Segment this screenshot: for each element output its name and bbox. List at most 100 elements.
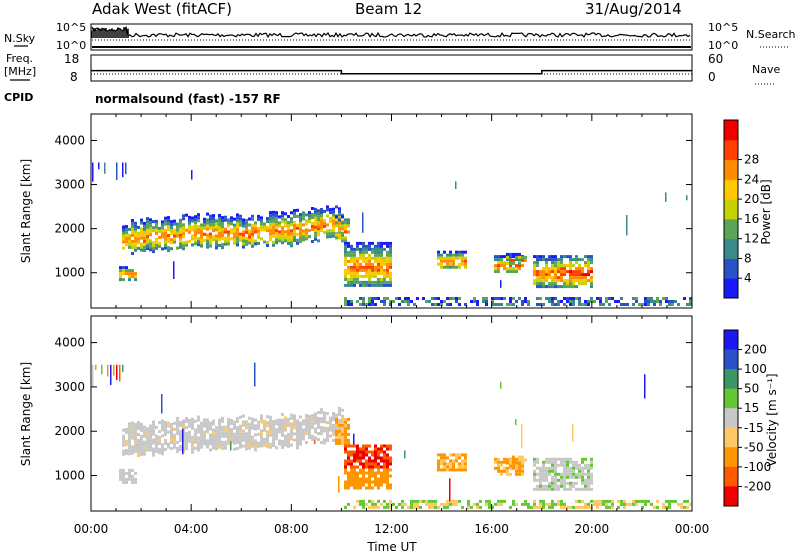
streak-cell xyxy=(500,280,502,288)
heatmap-cell xyxy=(386,462,389,466)
heatmap-cell xyxy=(317,420,320,423)
heatmap-cell xyxy=(548,297,551,300)
heatmap-cell xyxy=(197,243,200,247)
heatmap-cell xyxy=(506,469,509,473)
heatmap-cell xyxy=(203,439,206,443)
heatmap-cell xyxy=(437,250,440,254)
heatmap-cell xyxy=(263,440,266,444)
heatmap-cell xyxy=(194,239,197,243)
heatmap-cell xyxy=(125,269,128,273)
heatmap-cell xyxy=(335,425,338,429)
heatmap-cell xyxy=(200,223,203,227)
y-tick-label: 3000 xyxy=(54,380,85,394)
heatmap-cell xyxy=(554,264,557,268)
heatmap-cell xyxy=(452,468,455,472)
heatmap-cell xyxy=(569,276,572,280)
heatmap-cell xyxy=(500,463,503,467)
heatmap-cell xyxy=(524,502,527,506)
heatmap-cell xyxy=(149,427,152,431)
heatmap-cell xyxy=(314,228,317,232)
heatmap-cell xyxy=(140,233,143,237)
heatmap-cell xyxy=(125,234,128,238)
heatmap-cell xyxy=(314,237,317,241)
heatmap-cell xyxy=(380,280,383,284)
heatmap-cell xyxy=(242,218,245,222)
heatmap-cell xyxy=(299,240,302,244)
heatmap-cell xyxy=(272,228,275,232)
heatmap-cell xyxy=(317,432,320,435)
heatmap-cell xyxy=(191,420,194,424)
heatmap-cell xyxy=(344,462,347,466)
heatmap-cell xyxy=(368,259,371,263)
heatmap-cell xyxy=(671,300,674,303)
heatmap-cell xyxy=(278,427,281,431)
heatmap-cell xyxy=(134,221,137,225)
heatmap-cell xyxy=(122,234,125,238)
heatmap-cell xyxy=(254,439,257,443)
heatmap-cell xyxy=(557,487,560,491)
heatmap-cell xyxy=(563,273,566,277)
heatmap-cell xyxy=(173,231,176,235)
heatmap-cell xyxy=(170,441,173,444)
heatmap-cell xyxy=(437,297,440,300)
heatmap-cell xyxy=(584,300,587,303)
heatmap-cell xyxy=(497,255,500,259)
heatmap-cell xyxy=(317,224,320,228)
heatmap-cell xyxy=(512,270,515,274)
heatmap-cell xyxy=(281,427,284,431)
heatmap-cell xyxy=(362,265,365,269)
heatmap-cell xyxy=(437,262,440,266)
heatmap-cell xyxy=(272,426,275,430)
heatmap-cell xyxy=(356,480,359,484)
heatmap-cell xyxy=(242,438,245,442)
heatmap-cell xyxy=(248,217,251,221)
heatmap-cell xyxy=(350,244,353,248)
heatmap-cell xyxy=(236,429,239,432)
heatmap-cell xyxy=(281,232,284,236)
heatmap-cell xyxy=(554,303,557,306)
heatmap-cell xyxy=(146,433,149,437)
time-xlabel: Time UT xyxy=(366,540,417,554)
heatmap-cell xyxy=(338,435,341,439)
colorbar-tick-label: 16 xyxy=(744,212,759,226)
heatmap-cell xyxy=(137,424,140,427)
heatmap-cell xyxy=(542,460,545,464)
heatmap-cell xyxy=(275,428,278,432)
heatmap-cell xyxy=(569,487,572,491)
heatmap-cell xyxy=(557,457,560,461)
heatmap-cell xyxy=(332,228,335,232)
heatmap-cell xyxy=(362,499,365,503)
heatmap-cell xyxy=(380,247,383,251)
heatmap-cell xyxy=(245,438,248,442)
heatmap-cell xyxy=(227,239,230,243)
heatmap-cell xyxy=(332,439,335,442)
heatmap-cell xyxy=(188,218,191,222)
heatmap-cell xyxy=(146,220,149,224)
heatmap-cell xyxy=(347,474,350,478)
heatmap-cell xyxy=(380,265,383,269)
heatmap-cell xyxy=(437,256,440,260)
heatmap-cell xyxy=(236,417,239,420)
heatmap-cell xyxy=(281,220,284,224)
heatmap-cell xyxy=(227,230,230,234)
heatmap-cell xyxy=(554,261,557,265)
heatmap-cell xyxy=(131,445,134,449)
heatmap-cell xyxy=(527,502,530,506)
heatmap-cell xyxy=(422,297,425,300)
heatmap-cell xyxy=(569,297,572,300)
heatmap-cell xyxy=(452,259,455,263)
heatmap-cell xyxy=(272,210,275,214)
heatmap-cell xyxy=(347,218,350,222)
heatmap-cell xyxy=(581,469,584,473)
heatmap-cell xyxy=(311,422,314,426)
heatmap-cell xyxy=(455,468,458,472)
heatmap-cell xyxy=(461,453,464,457)
heatmap-cell xyxy=(380,450,383,454)
heatmap-cell xyxy=(164,237,167,241)
heatmap-cell xyxy=(380,283,383,287)
heatmap-cell xyxy=(371,274,374,278)
streak-cell xyxy=(500,381,502,389)
heatmap-cell xyxy=(350,283,353,287)
heatmap-cell xyxy=(569,270,572,274)
heatmap-cell xyxy=(386,274,389,278)
